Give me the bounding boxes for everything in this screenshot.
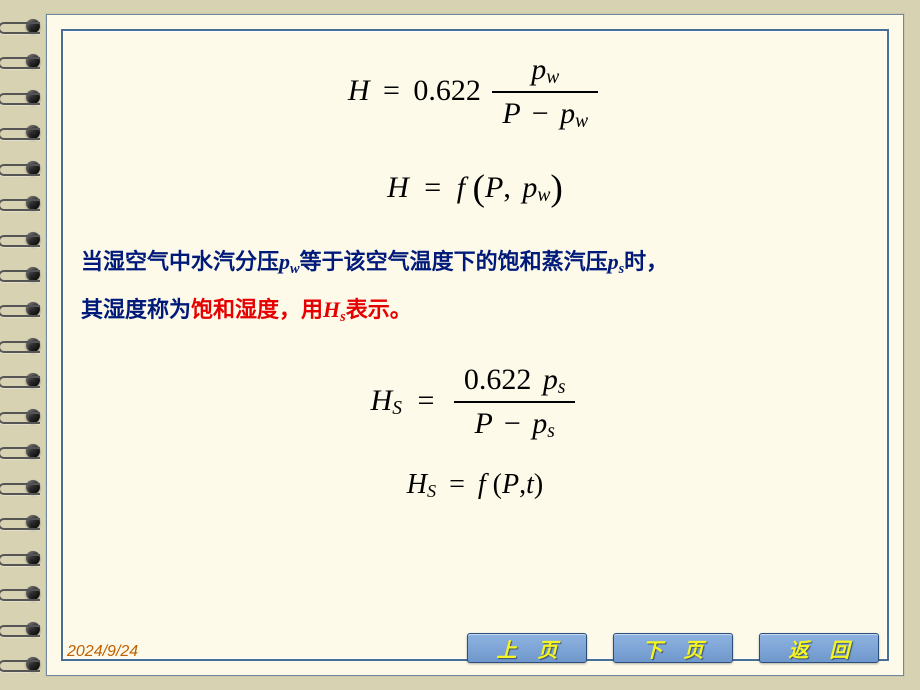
eq3-fraction: 0.622 ps P − ps	[454, 363, 576, 443]
eq3-lhs: H	[371, 384, 393, 417]
eq1-num-sub: w	[546, 67, 559, 88]
ring	[0, 366, 46, 394]
para-line2a: 其湿度称为	[81, 297, 191, 322]
back-button[interactable]: 返 回	[759, 633, 879, 663]
prev-button[interactable]: 上 页	[467, 633, 587, 663]
ring	[0, 650, 46, 678]
eq4-lhs: H	[407, 469, 427, 500]
eq3-minus: −	[504, 407, 521, 440]
eq1-coeff: 0.622	[413, 74, 481, 107]
content-area: H = 0.622 pw P − pw H = f (P, pw) 当湿空气中水	[77, 45, 873, 645]
para-red1: 饱和湿度，用	[191, 297, 323, 322]
eq2-lhs: H	[387, 171, 409, 204]
eq4-lparen: (	[493, 469, 502, 500]
ring	[0, 189, 46, 217]
ring	[0, 331, 46, 359]
ring	[0, 47, 46, 75]
para-v3: H	[323, 297, 340, 322]
eq3-num-coeff: 0.622	[464, 363, 532, 396]
eq1-fraction: pw P − pw	[492, 53, 598, 133]
ring	[0, 508, 46, 536]
eq2-arg2: p	[522, 171, 537, 204]
ring	[0, 295, 46, 323]
para-v1-sub: w	[290, 261, 300, 277]
eq1-num: pw	[492, 53, 598, 91]
ring	[0, 579, 46, 607]
eq1-num-var: p	[531, 53, 546, 86]
eq2-arg1: P	[485, 171, 503, 204]
eq1-lhs: H	[348, 74, 370, 107]
eq2-rparen: )	[550, 168, 563, 209]
ring	[0, 154, 46, 182]
eq3-den-P: P	[475, 407, 493, 440]
equation-2: H = f (P, pw)	[77, 167, 873, 210]
eq4-arg2: t	[526, 469, 534, 500]
eq2-comma: ,	[503, 171, 511, 204]
eq4-lhs-sub: S	[427, 481, 436, 501]
ring	[0, 437, 46, 465]
eq1-den-P: P	[502, 97, 520, 130]
equation-3: HS = 0.622 ps P − ps	[77, 363, 873, 443]
ring	[0, 615, 46, 643]
next-button[interactable]: 下 页	[613, 633, 733, 663]
equation-1: H = 0.622 pw P − pw	[77, 53, 873, 133]
nav-buttons: 上 页 下 页 返 回	[467, 633, 879, 663]
eq3-lhs-sub: S	[392, 398, 402, 419]
para-v1: p	[279, 249, 290, 274]
date-label: 2024/9/24	[67, 643, 138, 661]
spiral-binding	[0, 0, 46, 690]
eq4-op: =	[449, 469, 465, 500]
eq1-den-sub: w	[575, 111, 588, 132]
para-mid2: 时，	[624, 249, 668, 274]
equation-4: HS = f (P,t)	[77, 469, 873, 502]
eq1-den-p: p	[560, 97, 575, 130]
para-mid1: 等于该空气温度下的饱和蒸汽压	[300, 249, 608, 274]
ring	[0, 225, 46, 253]
paragraph: 当湿空气中水汽分压pw等于该空气温度下的饱和蒸汽压ps时， 其湿度称为饱和湿度，…	[81, 238, 869, 335]
ring	[0, 544, 46, 572]
eq4-arg1: P	[502, 469, 519, 500]
slide-page: H = 0.622 pw P − pw H = f (P, pw) 当湿空气中水	[46, 14, 904, 676]
ring	[0, 118, 46, 146]
ring	[0, 402, 46, 430]
eq3-num-sub: s	[558, 377, 566, 398]
eq4-rparen: )	[534, 469, 543, 500]
ring	[0, 260, 46, 288]
eq1-minus: −	[532, 97, 549, 130]
eq2-lparen: (	[473, 168, 486, 209]
ring	[0, 12, 46, 40]
eq3-den-p: p	[532, 407, 547, 440]
eq3-num: 0.622 ps	[454, 363, 576, 401]
eq2-op: =	[424, 171, 441, 204]
eq3-den: P − ps	[454, 401, 576, 443]
eq3-num-var: p	[543, 363, 558, 396]
para-pre1: 当湿空气中水汽分压	[81, 249, 279, 274]
para-v2: p	[608, 249, 619, 274]
eq2-arg2-sub: w	[537, 185, 550, 206]
eq1-op: =	[383, 74, 400, 107]
eq4-func: f	[478, 469, 486, 500]
eq2-func: f	[457, 171, 465, 204]
eq1-den: P − pw	[492, 91, 598, 133]
ring	[0, 473, 46, 501]
ring	[0, 83, 46, 111]
para-red2: 表示。	[346, 297, 412, 322]
eq3-op: =	[417, 384, 434, 417]
eq3-den-sub: s	[547, 421, 555, 442]
